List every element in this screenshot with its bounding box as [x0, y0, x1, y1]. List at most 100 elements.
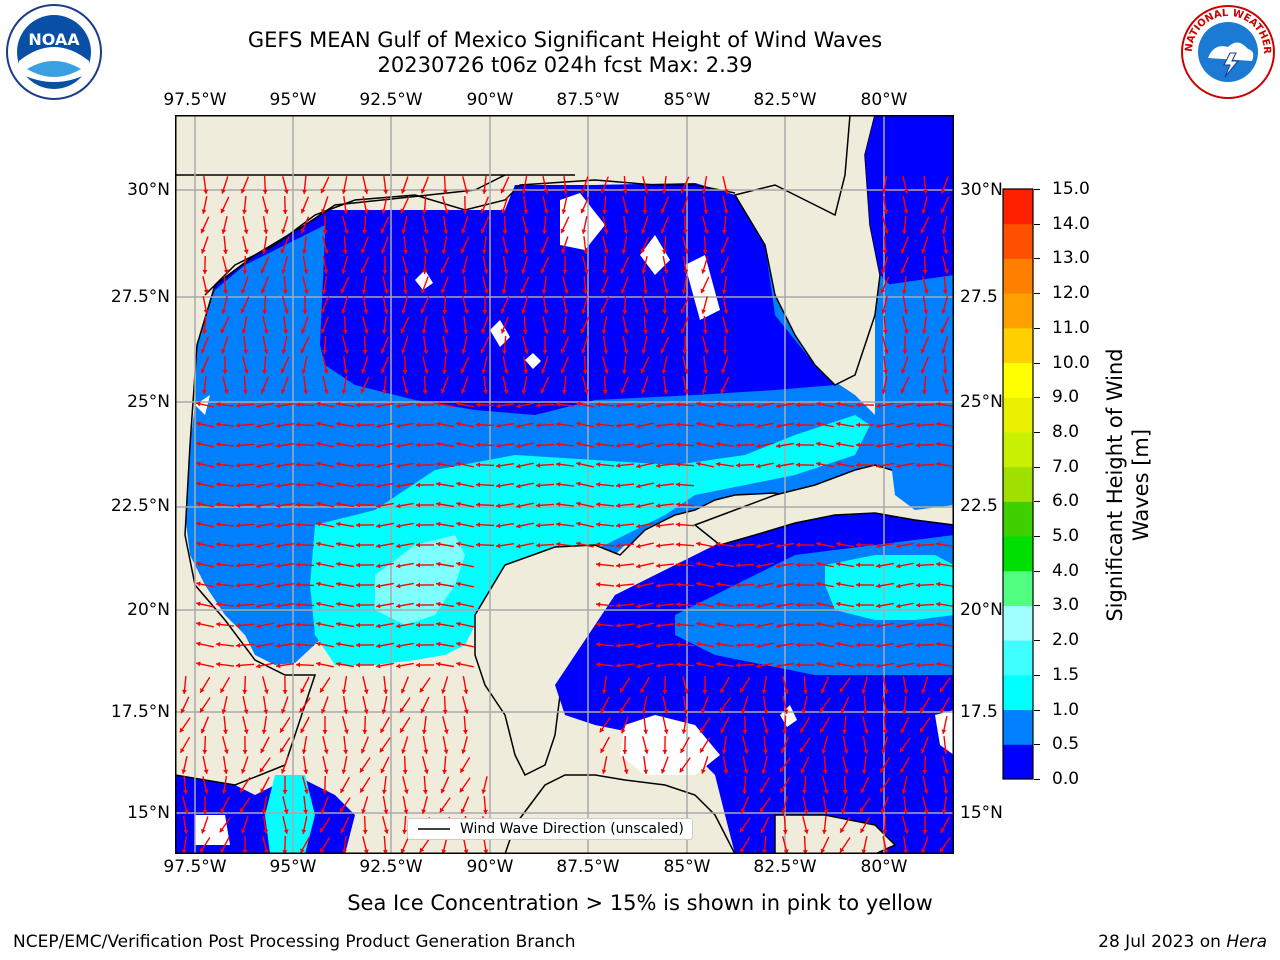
- wave-direction-arrowhead: [616, 543, 621, 548]
- wave-direction-arrowhead: [903, 329, 909, 334]
- colorbar-tick-label: 15.0: [1052, 179, 1090, 199]
- wave-direction-arrowhead: [541, 369, 546, 374]
- wave-direction-arrowhead: [636, 583, 641, 589]
- wave-direction-arrowhead: [836, 601, 841, 607]
- wave-direction-arrowhead: [260, 288, 266, 294]
- wave-direction-arrowhead: [941, 809, 947, 814]
- wave-direction-arrowhead: [402, 769, 408, 774]
- wave-direction-arrowhead: [260, 788, 265, 793]
- wave-direction-arrowhead: [643, 189, 649, 194]
- wave-direction-arrowhead: [642, 210, 648, 214]
- wave-direction-arrowhead: [201, 209, 207, 214]
- wave-direction-arrowhead: [636, 623, 641, 629]
- wave-direction-arrowhead: [723, 209, 729, 214]
- wave-direction-arrowhead: [641, 709, 647, 714]
- wave-direction-arrowhead: [596, 462, 601, 467]
- wave-direction-arrowhead: [941, 729, 947, 734]
- wave-direction-arrowhead: [442, 189, 448, 194]
- wave-direction-arrowhead: [936, 641, 941, 647]
- wave-direction-arrowhead: [476, 462, 481, 468]
- lat-label-left: 27.5°N: [110, 287, 170, 307]
- wave-direction-arrowhead: [803, 809, 809, 814]
- wave-direction-arrowhead: [262, 369, 268, 374]
- lon-label-bottom: 80°W: [860, 857, 908, 877]
- wave-direction-arrowhead: [763, 749, 768, 754]
- wave-direction-arrowhead: [242, 389, 248, 394]
- wave-direction-arrowhead: [856, 542, 860, 548]
- wave-direction-arrowhead: [256, 523, 261, 529]
- lon-label-bottom: 92.5°W: [359, 857, 423, 877]
- wave-direction-arrowhead: [776, 423, 781, 429]
- wave-direction-arrowhead: [796, 582, 800, 588]
- wave-direction-arrowhead: [863, 749, 869, 754]
- wave-direction-arrowhead: [221, 349, 226, 354]
- wave-direction-arrowhead: [640, 368, 646, 374]
- wave-direction-arrowhead: [596, 582, 601, 587]
- wave-direction-arrowhead: [576, 521, 581, 527]
- wave-direction-arrowhead: [323, 749, 329, 754]
- lon-label-top: 82.5°W: [753, 90, 817, 110]
- wave-direction-arrowhead: [420, 288, 426, 294]
- wave-direction-arrowhead: [900, 268, 906, 274]
- wave-direction-arrowhead: [382, 329, 387, 334]
- wave-direction-arrowhead: [720, 248, 726, 254]
- wave-direction-arrowhead: [901, 368, 906, 374]
- wave-direction-arrowhead: [202, 269, 208, 274]
- wave-direction-arrowhead: [256, 503, 261, 509]
- wave-direction-arrowhead: [461, 749, 467, 754]
- wave-direction-arrowhead: [196, 501, 201, 507]
- wave-direction-arrowhead: [856, 562, 860, 568]
- wave-direction-arrowhead: [362, 829, 368, 834]
- wave-direction-arrowhead: [916, 602, 921, 608]
- wave-direction-arrowhead: [220, 808, 225, 813]
- wave-direction-arrowhead: [356, 562, 360, 568]
- wave-direction-arrowhead: [316, 421, 321, 427]
- wave-direction-arrowhead: [439, 807, 445, 813]
- wave-direction-arrowhead: [776, 623, 781, 629]
- wave-direction-arrowhead: [443, 229, 449, 234]
- colorbar-tick-mark: [1034, 223, 1040, 225]
- wave-direction-arrowhead: [896, 403, 901, 409]
- wave-direction-arrowhead: [802, 789, 807, 794]
- wave-direction-arrowhead: [656, 583, 661, 589]
- wave-direction-arrowhead: [180, 708, 186, 714]
- wave-direction-arrowhead: [680, 748, 685, 753]
- wave-direction-arrowhead: [221, 789, 227, 794]
- wave-direction-arrowhead: [296, 622, 301, 628]
- colorbar-tick-label: 4.0: [1052, 560, 1080, 581]
- wave-direction-arrowhead: [881, 389, 887, 394]
- wave-direction-arrowhead: [721, 289, 727, 294]
- wave-direction-arrowhead: [700, 727, 705, 733]
- wave-direction-arrowhead: [883, 689, 889, 694]
- wave-direction-arrowhead: [883, 209, 889, 214]
- wave-direction-arrowhead: [796, 402, 800, 408]
- colorbar-tick-mark: [1034, 189, 1040, 190]
- wave-direction-arrowhead: [736, 602, 741, 608]
- wave-direction-arrowhead: [463, 849, 469, 854]
- wave-direction-arrowhead: [836, 581, 841, 587]
- wave-direction-arrowhead: [616, 563, 621, 568]
- wave-direction-arrowhead: [216, 581, 221, 587]
- colorbar-tick-label: 5.0: [1052, 526, 1080, 547]
- wave-direction-arrowhead: [636, 423, 641, 429]
- wave-direction-arrowhead: [561, 209, 567, 214]
- wave-direction-arrowhead: [876, 583, 881, 589]
- colorbar-tick-mark: [1034, 327, 1040, 329]
- wave-direction-arrowhead: [640, 688, 645, 693]
- wave-direction-arrowhead: [616, 523, 621, 528]
- wave-direction-arrowhead: [436, 461, 441, 467]
- wave-direction-arrowhead: [943, 789, 949, 794]
- wave-direction-arrowhead: [663, 269, 669, 274]
- wave-direction-arrowhead: [376, 563, 381, 569]
- wave-direction-arrowhead: [521, 389, 527, 394]
- lon-label-bottom: 85°W: [663, 857, 711, 877]
- wave-direction-arrowhead: [676, 482, 681, 488]
- wave-direction-arrowhead: [320, 687, 325, 693]
- wave-direction-arrowhead: [576, 501, 581, 507]
- wave-direction-arrowhead: [320, 188, 326, 194]
- wave-direction-arrowhead: [403, 789, 409, 794]
- colorbar-segment: [1003, 605, 1033, 641]
- wave-direction-arrowhead: [256, 483, 261, 489]
- wave-direction-arrowhead: [203, 789, 209, 794]
- wave-direction-arrowhead: [656, 443, 661, 449]
